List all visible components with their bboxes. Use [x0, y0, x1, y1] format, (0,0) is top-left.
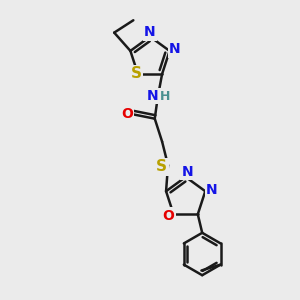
Text: N: N — [181, 165, 193, 179]
Text: S: S — [156, 159, 167, 174]
Text: O: O — [121, 107, 133, 121]
Text: H: H — [160, 89, 170, 103]
Text: S: S — [131, 66, 142, 81]
Text: N: N — [147, 89, 158, 103]
Text: N: N — [144, 25, 156, 39]
Text: N: N — [206, 183, 218, 197]
Text: O: O — [162, 209, 174, 223]
Text: N: N — [169, 42, 181, 56]
